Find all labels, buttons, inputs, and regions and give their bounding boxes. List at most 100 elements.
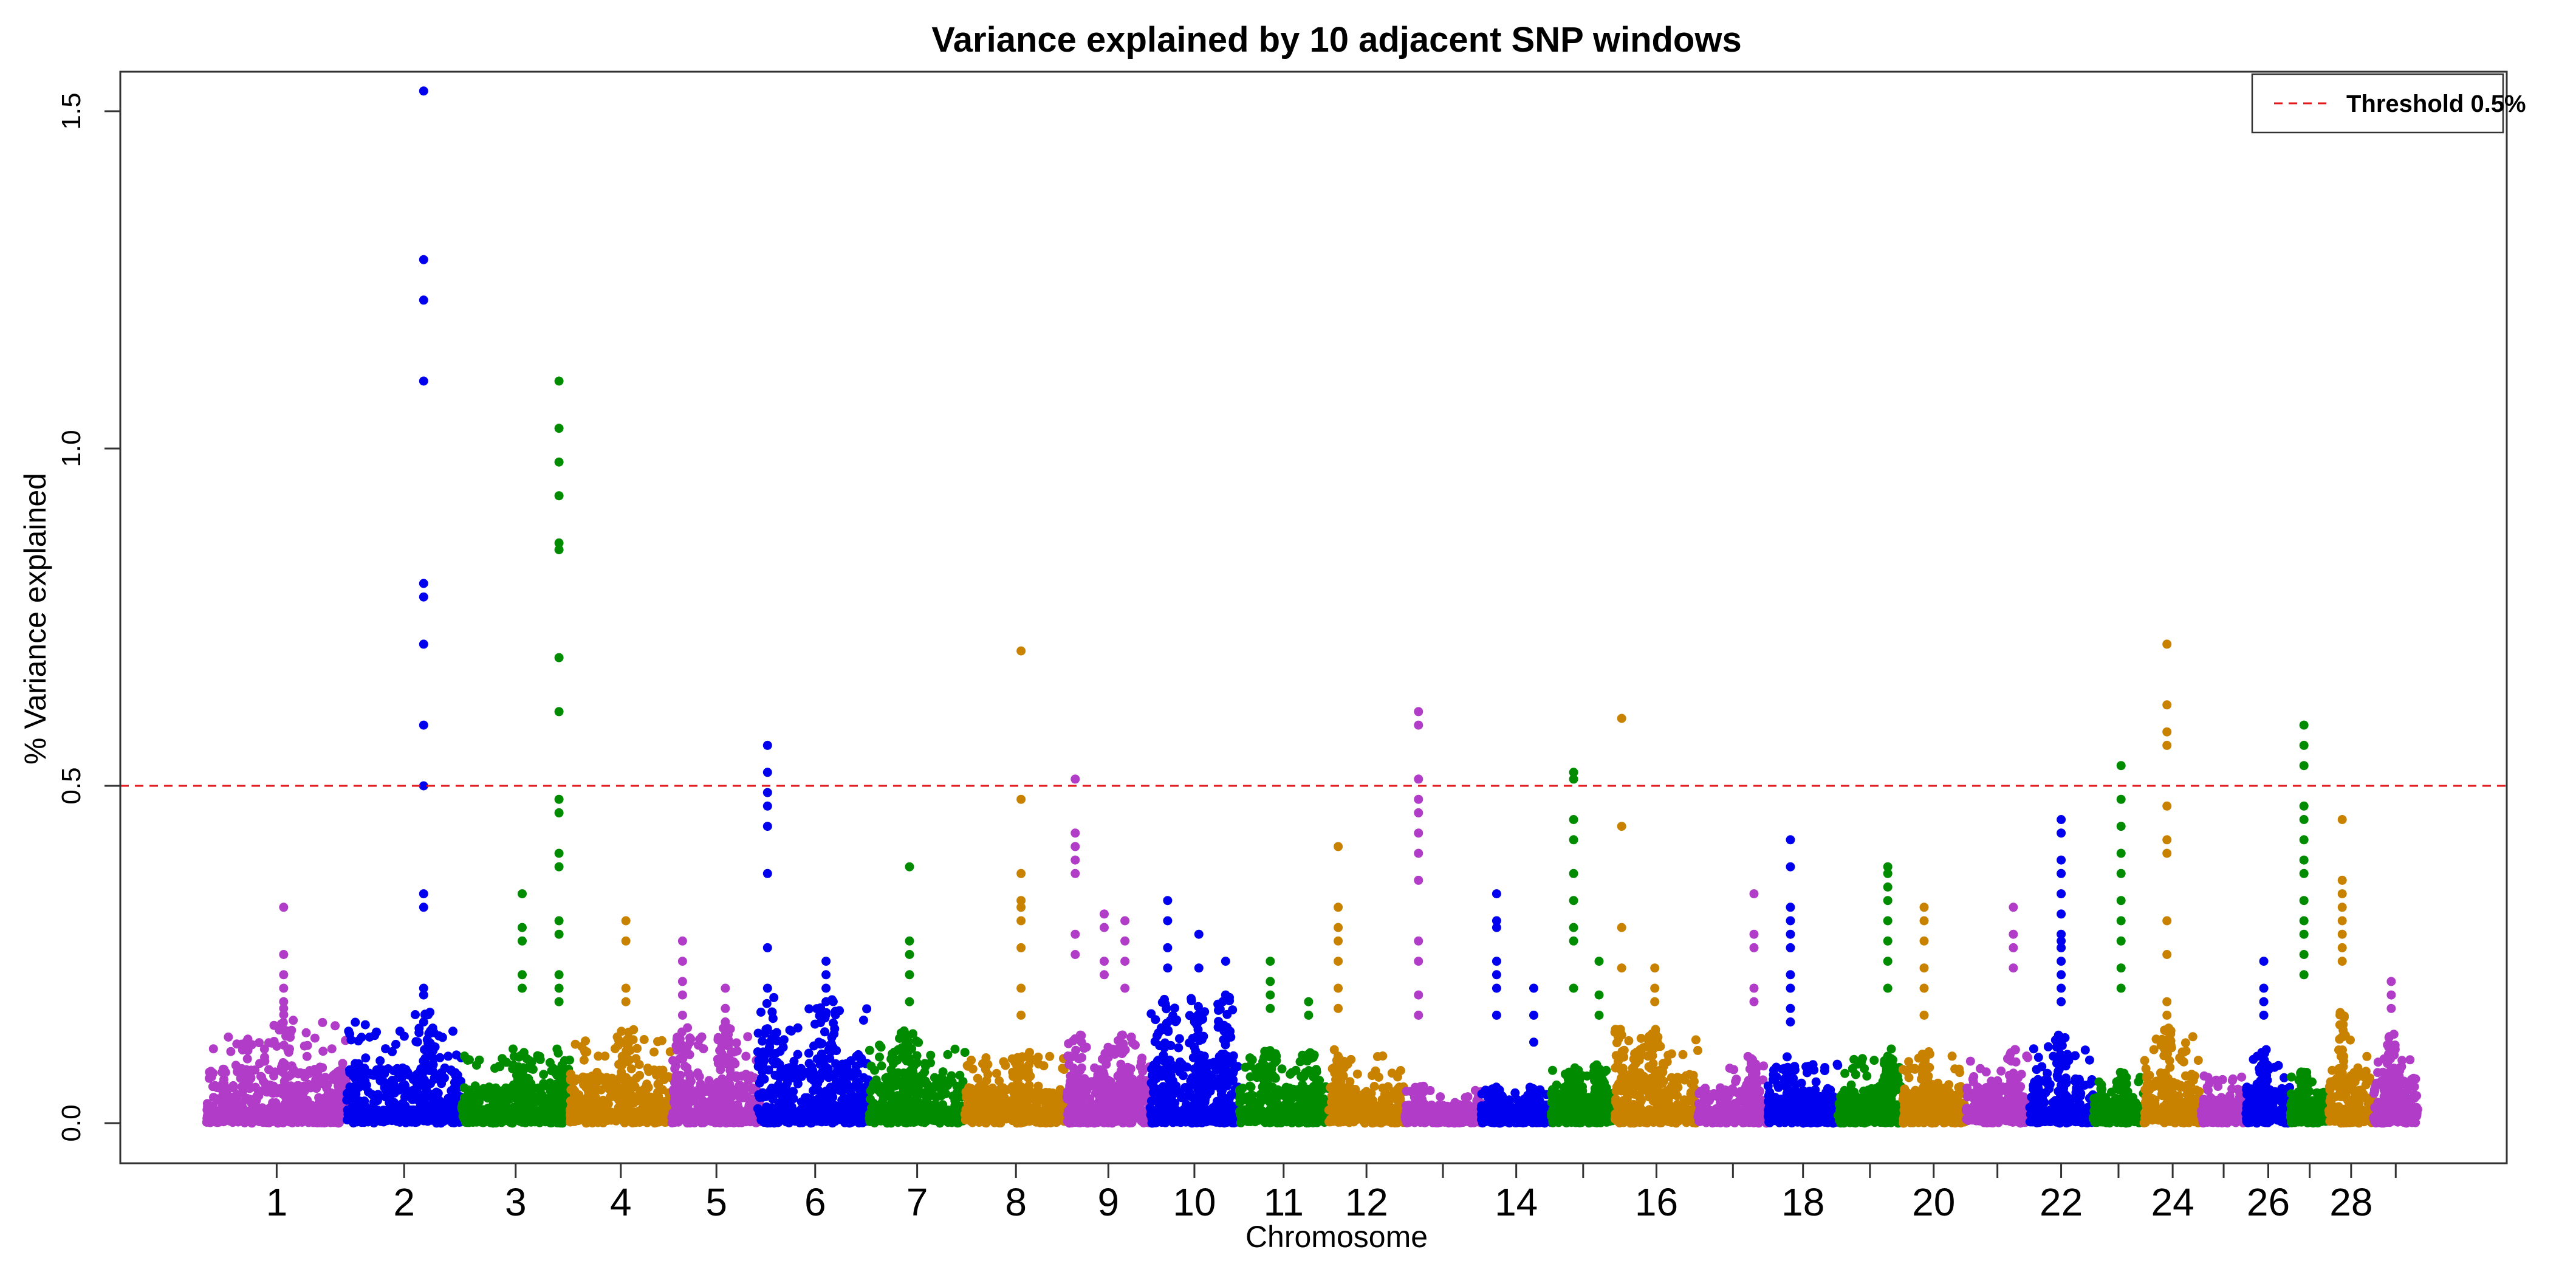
data-point-peak (419, 592, 428, 602)
data-point (267, 1116, 277, 1126)
data-point-peak (419, 86, 428, 96)
data-point (920, 1067, 930, 1077)
data-point (1094, 1104, 1103, 1113)
data-point (1065, 1081, 1075, 1091)
data-point (557, 1061, 567, 1070)
data-point (928, 1115, 937, 1125)
data-point (967, 1110, 977, 1119)
data-point-peak (279, 903, 289, 912)
data-point (387, 1116, 397, 1126)
data-point (919, 1115, 929, 1125)
data-point (902, 1056, 911, 1065)
data-point (286, 1033, 295, 1042)
data-point (943, 1050, 953, 1059)
data-point (1093, 1118, 1103, 1127)
data-point (683, 1111, 693, 1121)
data-point (592, 1068, 602, 1077)
data-point (606, 1079, 616, 1088)
data-point (296, 1087, 306, 1096)
data-point-peak (821, 970, 831, 980)
data-point (1052, 1111, 1061, 1121)
data-point (741, 1070, 751, 1079)
data-point (399, 1031, 409, 1041)
data-point (733, 1102, 743, 1112)
data-point (1041, 1113, 1050, 1123)
data-point-peak (1100, 970, 1109, 980)
data-point (1126, 1032, 1136, 1042)
data-point-peak (554, 457, 564, 467)
data-point (1069, 1109, 1078, 1118)
data-point (761, 1092, 770, 1101)
data-point (776, 1085, 786, 1095)
data-point (353, 1113, 363, 1123)
data-point (464, 1104, 473, 1114)
data-point (988, 1105, 998, 1115)
data-point (255, 1038, 264, 1048)
data-point (777, 1106, 787, 1116)
data-point (279, 1010, 289, 1020)
data-point (451, 1050, 461, 1060)
data-point (489, 1118, 499, 1127)
data-point (947, 1107, 957, 1117)
data-point-peak (677, 957, 687, 966)
data-point (983, 1059, 993, 1069)
data-point-peak (554, 997, 564, 1006)
data-point-peak (554, 848, 564, 858)
data-point (693, 1107, 702, 1116)
data-point (594, 1051, 603, 1061)
data-point-peak (1016, 903, 1026, 912)
data-point (577, 1042, 587, 1051)
data-point (828, 997, 838, 1006)
data-point (514, 1088, 524, 1098)
data-point (331, 1021, 340, 1031)
data-point (426, 1028, 436, 1037)
data-point-peak (1070, 774, 1080, 784)
data-point (615, 1073, 625, 1083)
data-point (724, 1041, 733, 1051)
data-point (771, 1048, 781, 1058)
data-point-peak (621, 983, 631, 993)
data-point (228, 1083, 238, 1093)
data-point (888, 1059, 898, 1068)
data-point (999, 1057, 1009, 1067)
data-point (444, 1051, 453, 1061)
data-point (936, 1091, 946, 1101)
data-point (225, 1099, 235, 1109)
data-point (1072, 1066, 1081, 1076)
data-point (842, 1079, 852, 1088)
data-point (645, 1114, 655, 1124)
data-point (719, 1113, 728, 1123)
data-point (653, 1088, 662, 1097)
data-point (829, 1085, 839, 1095)
data-point (685, 1033, 694, 1043)
data-point (382, 1092, 392, 1102)
data-point (567, 1073, 577, 1082)
data-point-peak (419, 903, 428, 912)
data-point (758, 1036, 767, 1046)
data-point (753, 1047, 762, 1057)
data-point (413, 1037, 422, 1047)
data-point (642, 1084, 651, 1093)
data-point (764, 1065, 773, 1075)
data-point (470, 1115, 479, 1125)
data-point (1013, 1053, 1023, 1062)
data-point (276, 1019, 286, 1029)
data-point (511, 1103, 521, 1112)
data-point (678, 1054, 688, 1064)
data-point (837, 1095, 847, 1105)
data-point (728, 1112, 738, 1122)
data-point-peak (1120, 916, 1130, 926)
data-point (911, 1077, 920, 1087)
data-point-peak (554, 376, 564, 386)
data-point-peak (762, 768, 772, 777)
data-point (303, 1102, 312, 1112)
data-point (920, 1088, 930, 1098)
data-point (327, 1044, 337, 1054)
data-point (772, 1114, 781, 1124)
data-point (308, 1067, 318, 1077)
data-point (357, 1033, 366, 1042)
data-point (902, 1105, 911, 1115)
data-point (1131, 1040, 1140, 1050)
data-point (411, 1010, 420, 1019)
